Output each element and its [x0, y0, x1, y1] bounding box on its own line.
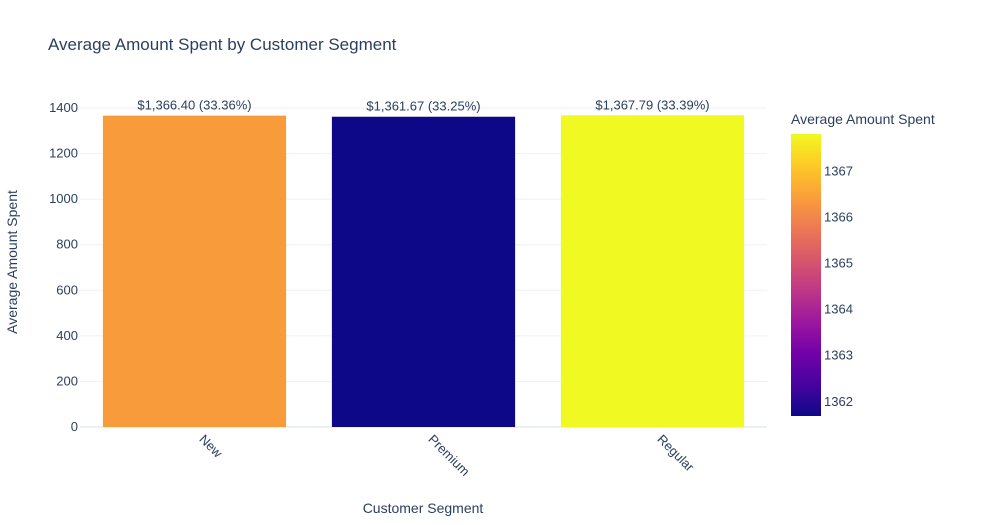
colorbar-tick-label: 1363 — [824, 348, 853, 363]
colorbar-tick-label: 1362 — [824, 394, 853, 409]
y-tick-label: 1000 — [49, 191, 78, 206]
colorbar-tick-label: 1366 — [824, 209, 853, 224]
bar — [102, 115, 287, 427]
colorbar-tick-labels: 1362 1363 1364 1365 1366 1367 — [824, 163, 853, 408]
x-axis-title: Customer Segment — [363, 500, 484, 516]
colorbar-tick-label: 1364 — [824, 302, 853, 317]
x-tick-label: Premium — [425, 432, 472, 479]
y-tick-label: 0 — [71, 419, 78, 434]
y-tick-label: 600 — [56, 282, 78, 297]
y-tick-label: 200 — [56, 373, 78, 388]
y-tick-label: 1400 — [49, 100, 78, 115]
colorbar — [791, 134, 821, 416]
x-tick-label: New — [196, 432, 225, 461]
bar-label: $1,367.79 (33.39%) — [595, 97, 709, 112]
colorbar-title: Average Amount Spent — [791, 111, 935, 127]
y-tick-label: 400 — [56, 328, 78, 343]
bar — [560, 115, 745, 427]
chart-title: Average Amount Spent by Customer Segment — [48, 35, 397, 54]
bars — [102, 115, 745, 427]
bar — [331, 116, 516, 427]
bar-label: $1,361.67 (33.25%) — [366, 99, 480, 114]
colorbar-tick-label: 1367 — [824, 163, 853, 178]
colorbar-tick-label: 1365 — [824, 256, 853, 271]
y-tick-label: 1200 — [49, 146, 78, 161]
y-axis-title: Average Amount Spent — [4, 190, 20, 334]
x-tick-label: Regular — [654, 432, 697, 475]
bar-label: $1,366.40 (33.36%) — [137, 98, 251, 113]
y-tick-labels: 0 200 400 600 800 1000 1200 1400 — [49, 100, 78, 434]
x-tick-labels: New Premium Regular — [196, 432, 697, 479]
y-tick-label: 800 — [56, 237, 78, 252]
bar-labels: $1,366.40 (33.36%) $1,361.67 (33.25%) $1,3… — [137, 97, 709, 113]
